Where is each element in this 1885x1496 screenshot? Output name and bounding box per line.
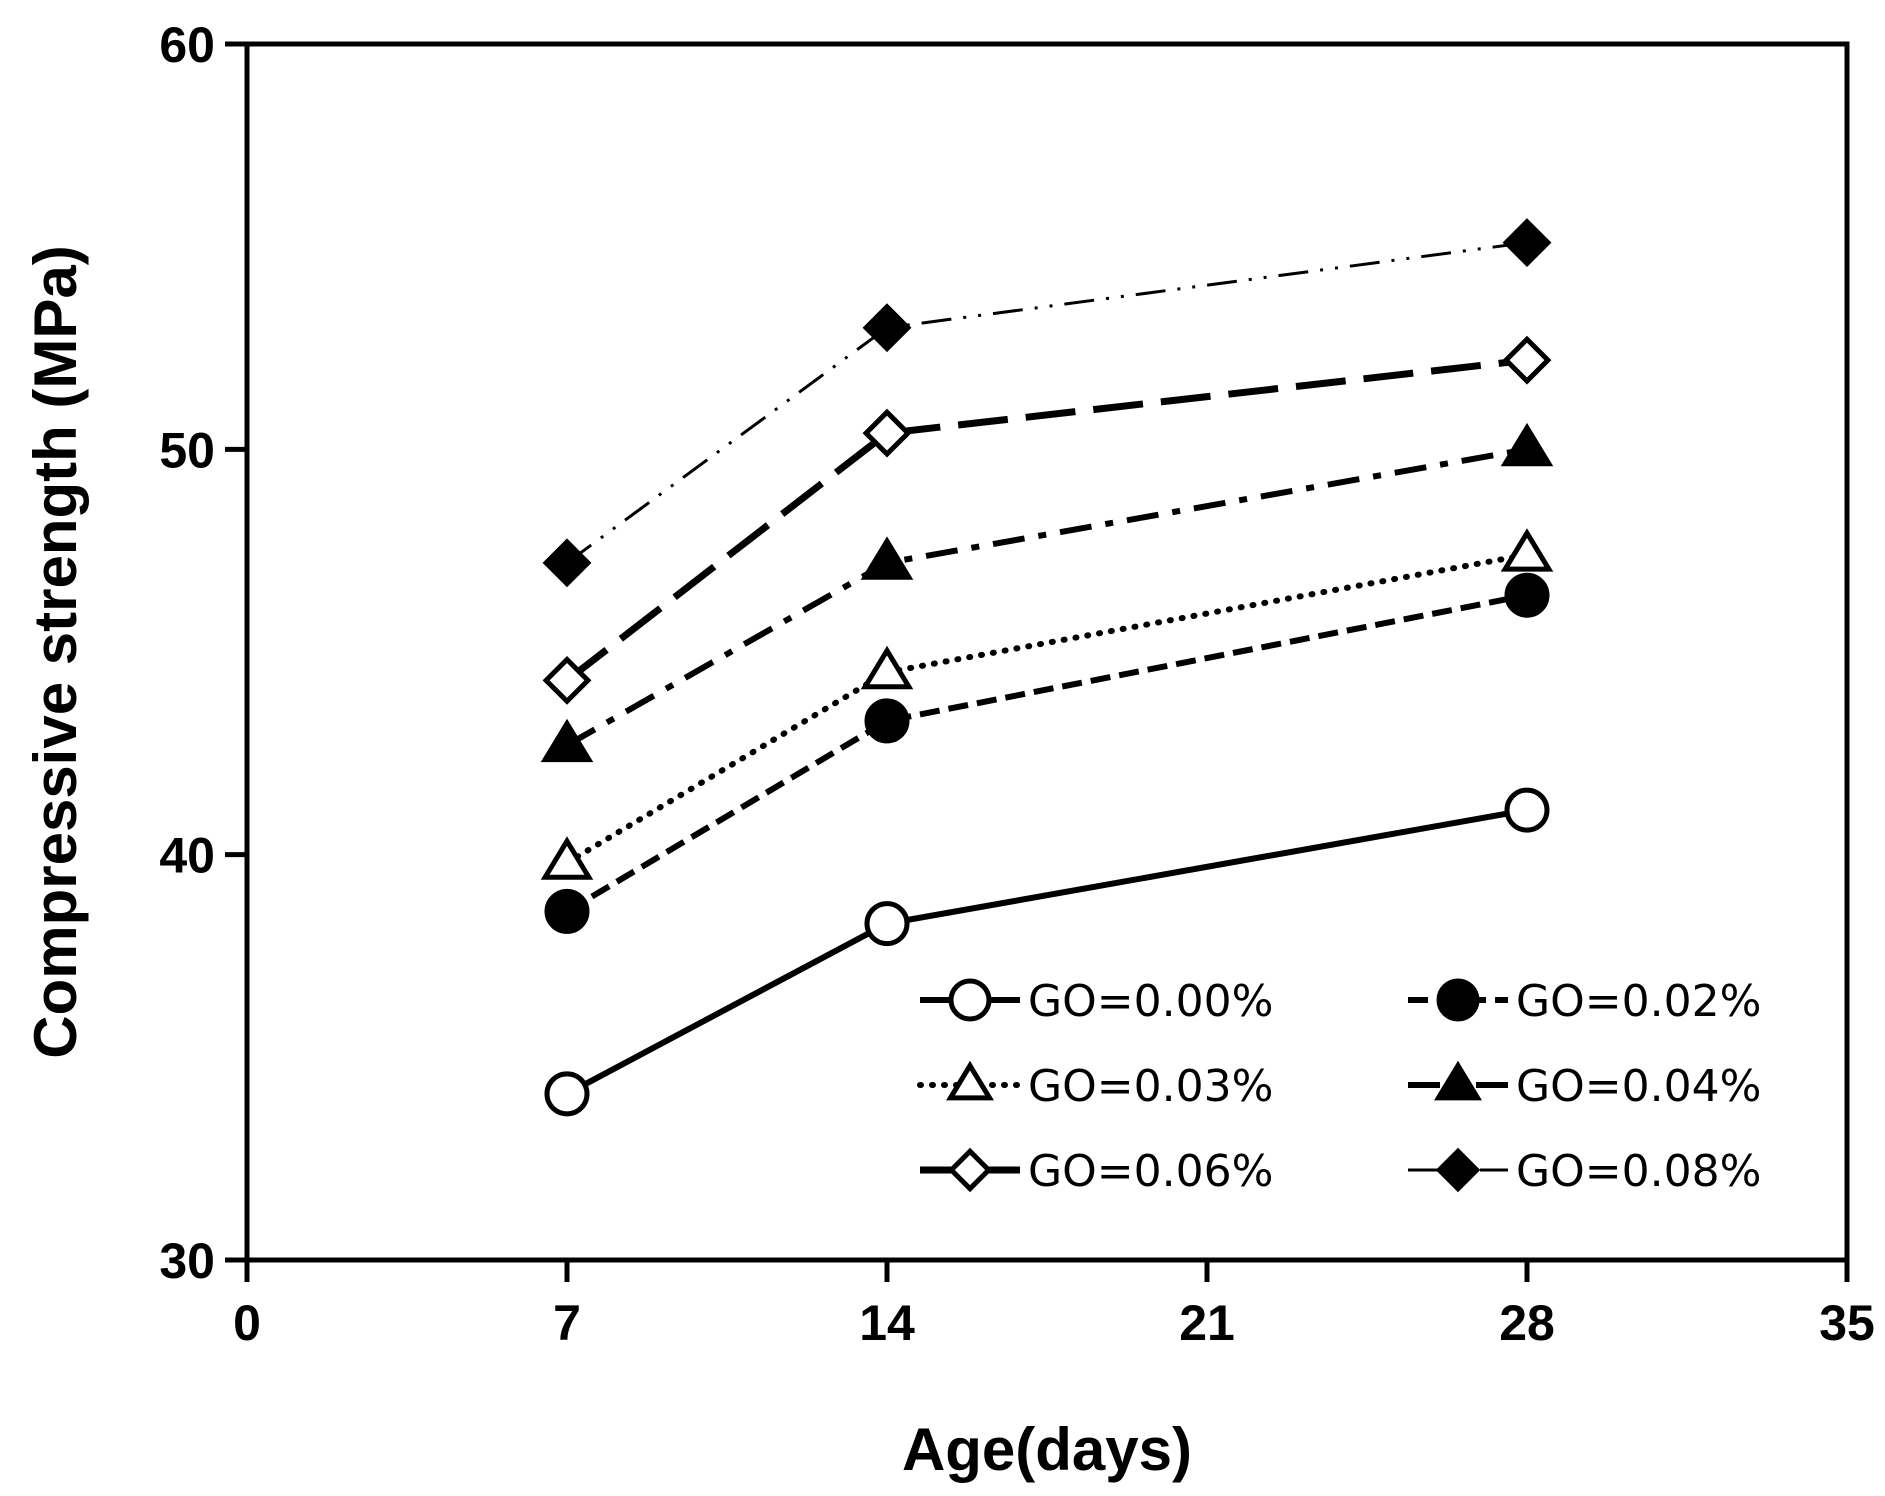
data-point xyxy=(1500,528,1554,572)
series-line-5 xyxy=(566,241,1528,565)
data-point xyxy=(544,888,590,934)
x-tick-label: 35 xyxy=(1819,1295,1875,1351)
y-tick-label: 30 xyxy=(159,1233,215,1289)
series-line-0 xyxy=(565,807,1528,1097)
x-tick-label: 28 xyxy=(1499,1295,1555,1351)
data-point xyxy=(540,836,594,880)
legend-marker xyxy=(1436,978,1480,1022)
data-point xyxy=(1502,218,1552,268)
data-point xyxy=(862,303,912,353)
axis-ticks xyxy=(225,41,1850,1282)
legend-label: GO=0.04% xyxy=(1516,1061,1761,1112)
y-axis-title: Compressive strength (MPa) xyxy=(22,245,89,1059)
legend-label: GO=0.02% xyxy=(1516,976,1761,1027)
legend-marker xyxy=(1435,1147,1481,1193)
data-point xyxy=(540,718,594,763)
series-line-2 xyxy=(564,551,1530,866)
data-point xyxy=(1504,787,1550,833)
x-tick-label: 7 xyxy=(553,1295,581,1351)
data-point xyxy=(860,645,914,690)
legend-label: GO=0.00% xyxy=(1028,976,1273,1027)
series-line-3 xyxy=(565,446,1528,748)
x-axis-title: Age(days) xyxy=(902,1416,1192,1483)
series-line-1 xyxy=(565,592,1528,914)
axis-tick-labels: 30 40 50 60 0 7 14 21 28 35 xyxy=(159,17,1874,1351)
data-point xyxy=(1504,572,1550,618)
data-point xyxy=(862,408,912,458)
data-point xyxy=(864,698,910,744)
x-tick-label: 0 xyxy=(233,1295,261,1351)
data-point xyxy=(1500,422,1554,467)
data-point xyxy=(544,1071,590,1117)
data-point xyxy=(864,901,910,947)
series-lines xyxy=(564,241,1530,1097)
series-line-4 xyxy=(564,356,1528,684)
data-point xyxy=(1502,335,1552,385)
legend-label: GO=0.06% xyxy=(1028,1146,1273,1197)
legend-marker xyxy=(948,978,992,1022)
plot-frame xyxy=(244,41,1850,1263)
y-tick-label: 50 xyxy=(159,422,215,478)
data-point xyxy=(542,655,592,705)
y-tick-label: 60 xyxy=(159,17,215,73)
x-tick-label: 14 xyxy=(859,1295,915,1351)
legend: GO=0.00% GO=0.02% GO=0.03% GO=0.04% GO=0.06%… xyxy=(917,976,1761,1197)
legend-label: GO=0.08% xyxy=(1516,1146,1761,1197)
x-tick-label: 21 xyxy=(1179,1295,1235,1351)
legend-label: GO=0.03% xyxy=(1028,1061,1273,1112)
legend-marker xyxy=(946,1060,994,1101)
legend-marker xyxy=(947,1147,993,1193)
series-markers xyxy=(540,218,1554,1117)
y-tick-label: 40 xyxy=(159,828,215,884)
data-point xyxy=(860,536,914,580)
data-point xyxy=(542,538,592,588)
legend-marker xyxy=(1434,1060,1482,1101)
